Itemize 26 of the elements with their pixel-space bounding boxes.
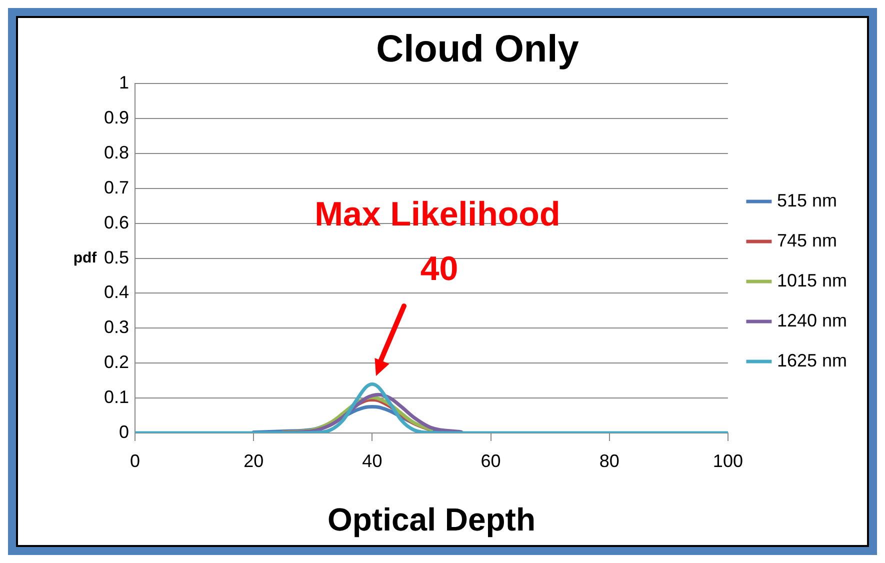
y-tick-label: 0.7 bbox=[104, 177, 130, 198]
y-tick-label: 0 bbox=[119, 422, 130, 442]
legend-label: 515 nm bbox=[776, 190, 837, 210]
y-tick-label: 0.4 bbox=[104, 282, 130, 302]
legend-label: 1240 nm bbox=[776, 310, 848, 330]
annotation: Max Likelihood bbox=[314, 196, 560, 234]
y-tick-label: 0.9 bbox=[104, 108, 130, 128]
x-tick-label: 60 bbox=[480, 450, 501, 471]
annotation: 40 bbox=[420, 250, 458, 288]
y-tick-label: 1 bbox=[119, 72, 130, 93]
y-tick-label: 0.2 bbox=[104, 352, 130, 372]
y-tick-label: 0.5 bbox=[104, 247, 130, 268]
x-tick-label: 80 bbox=[599, 450, 620, 471]
x-tick-label: 100 bbox=[712, 450, 743, 471]
x-axis-title: Optical Depth bbox=[327, 502, 536, 538]
chart-title: Cloud Only bbox=[376, 28, 579, 70]
legend-label: 1015 nm bbox=[776, 270, 848, 290]
y-tick-label: 0.1 bbox=[104, 387, 130, 408]
x-tick-label: 20 bbox=[244, 450, 264, 471]
x-tick-label: 40 bbox=[362, 450, 382, 471]
y-tick-label: 0.6 bbox=[104, 212, 130, 232]
legend-label: 745 nm bbox=[776, 230, 837, 250]
y-tick-label: 0.8 bbox=[104, 142, 130, 162]
y-axis-title: pdf bbox=[73, 249, 98, 266]
y-tick-label: 0.3 bbox=[104, 317, 130, 338]
legend-label: 1625 nm bbox=[776, 350, 848, 370]
